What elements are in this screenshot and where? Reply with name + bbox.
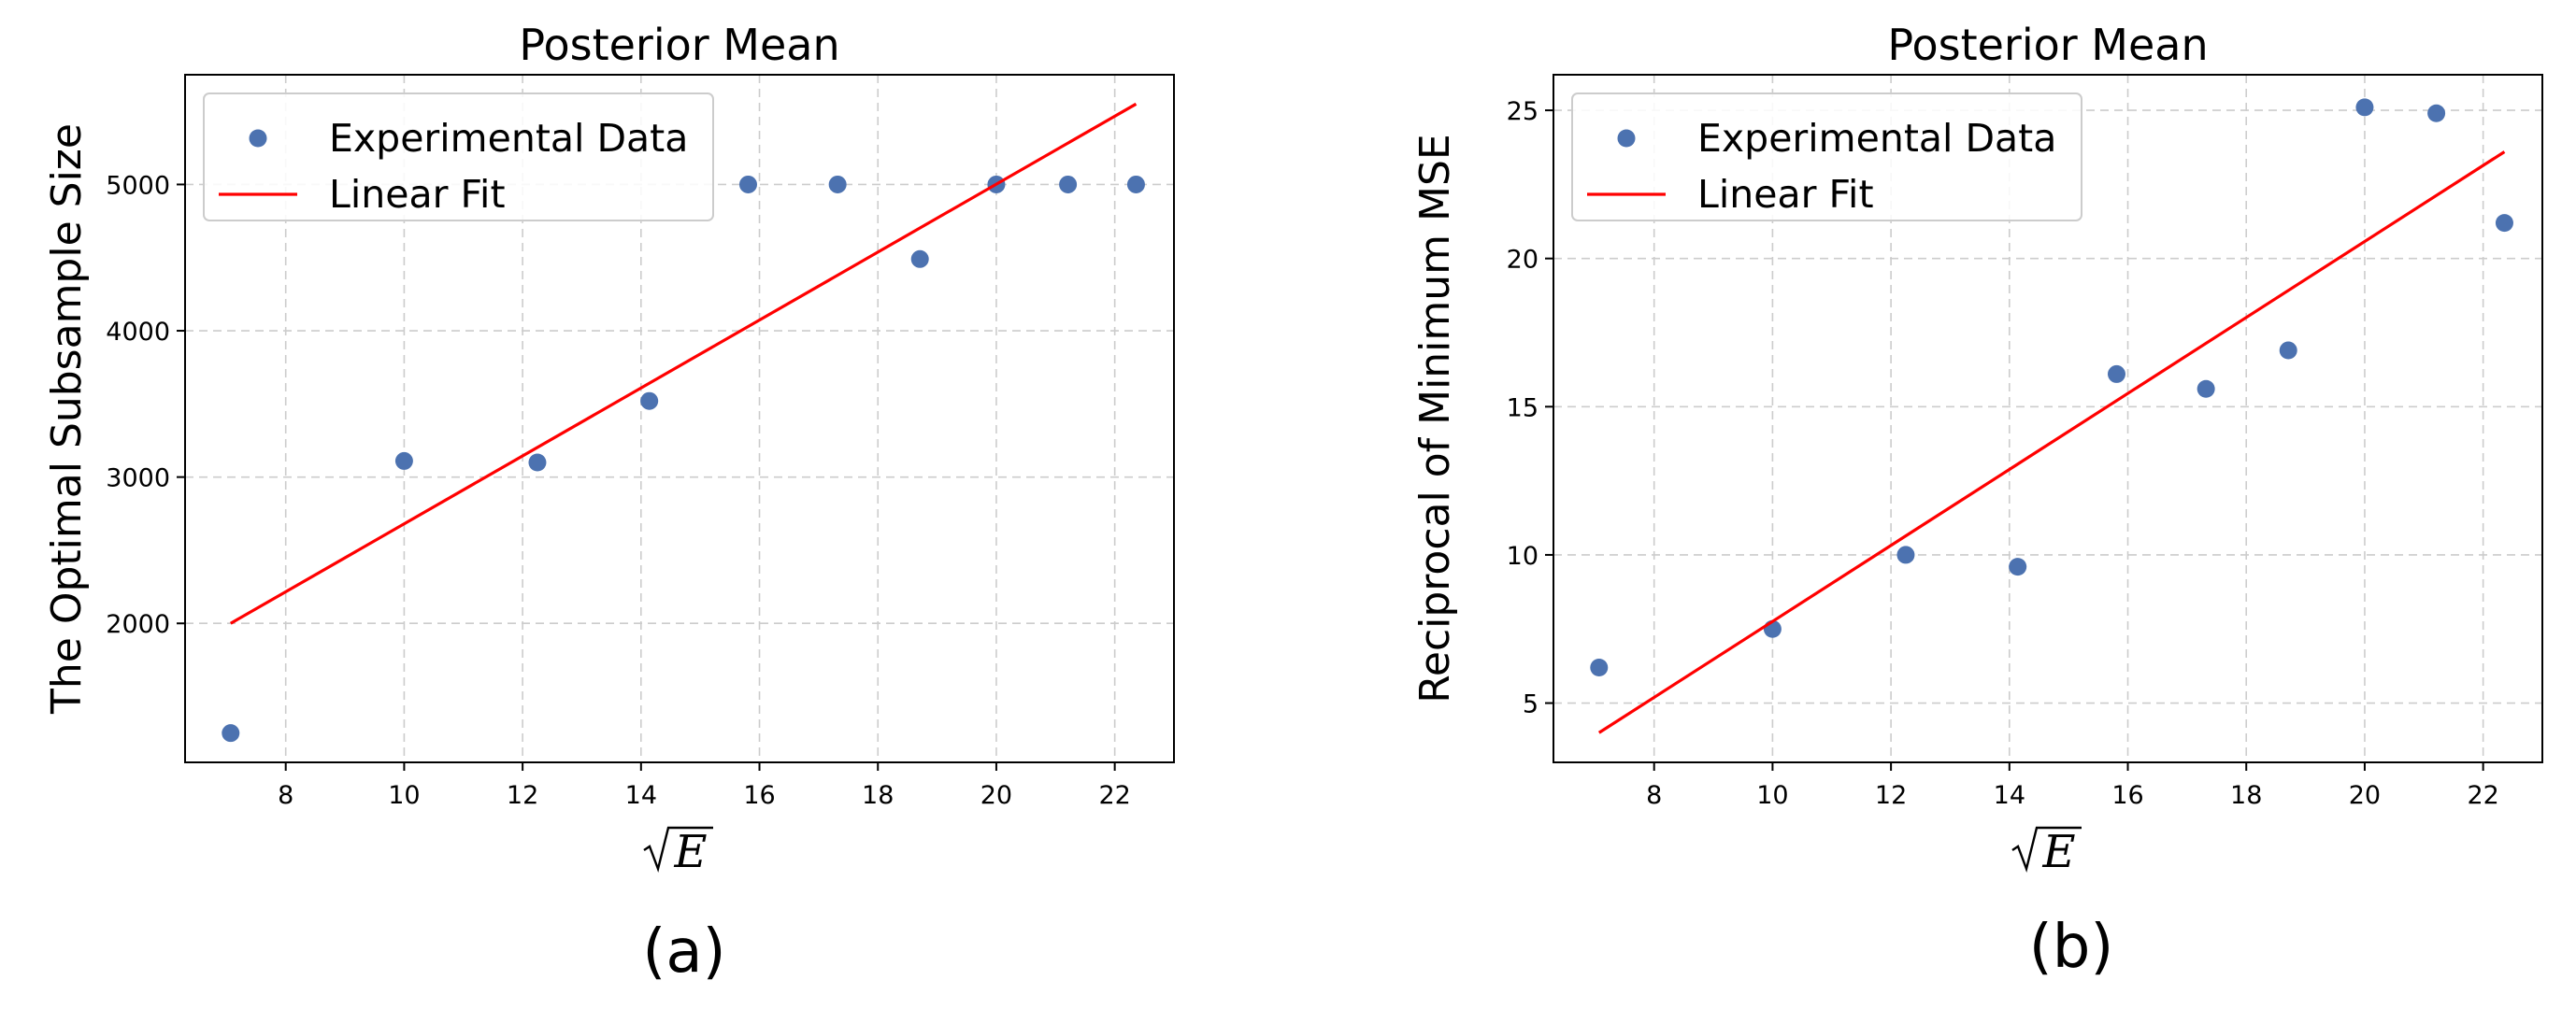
data-point: [1590, 658, 1609, 676]
panel-label: (a): [642, 917, 725, 987]
data-point: [528, 453, 547, 472]
x-tick-label: 20: [2349, 781, 2381, 810]
x-tick-label: 8: [278, 781, 293, 810]
y-tick-label: 15: [1507, 393, 1538, 422]
y-tick-label: 20: [1507, 246, 1538, 275]
x-axis-label: E√E: [2011, 826, 2082, 878]
legend: Experimental Data Linear Fit: [203, 92, 714, 221]
y-tick-label: 5: [1523, 690, 1538, 719]
x-tick-label: 16: [2111, 781, 2143, 810]
y-tick-label: 5000: [106, 171, 170, 200]
data-point: [2197, 379, 2215, 398]
data-point: [828, 175, 847, 193]
legend-label: Linear Fit: [329, 172, 506, 217]
legend-label: Linear Fit: [1697, 172, 1874, 217]
linear-fit-line: [229, 102, 1138, 625]
data-point: [1126, 175, 1145, 193]
x-tick-label: 10: [388, 781, 420, 810]
data-point: [1896, 546, 1915, 564]
data-point: [2355, 98, 2374, 117]
panel-label: (b): [2029, 913, 2114, 982]
data-point: [910, 249, 929, 268]
x-tick-label: 16: [743, 781, 775, 810]
chart-b: 8 10 12 14 16 18 20 22 5 10 15 20 25 Experimental Dat…: [1411, 20, 2543, 982]
data-point: [640, 391, 659, 410]
x-tick-label: 14: [625, 781, 657, 810]
x-tick-label: 20: [980, 781, 1012, 810]
legend-marker-swatch: [1617, 129, 1636, 148]
y-tick-label: 10: [1507, 542, 1538, 571]
legend-marker-swatch: [249, 129, 267, 148]
plot-frame: [1553, 74, 2543, 763]
y-tick-label: 2000: [106, 610, 170, 639]
x-axis-variable: E: [673, 826, 707, 878]
plot-frame: [184, 74, 1175, 763]
legend-label: Experimental Data: [1697, 116, 2056, 161]
x-tick-label: 10: [1756, 781, 1788, 810]
chart-title: Posterior Mean: [519, 20, 839, 70]
x-tick-label: 8: [1646, 781, 1662, 810]
chart-title: Posterior Mean: [1887, 20, 2208, 70]
data-point: [2009, 558, 2027, 576]
legend-box: [1571, 92, 2082, 221]
x-tick-label: 18: [2230, 781, 2262, 810]
data-point: [1059, 175, 1078, 193]
data-point: [2495, 214, 2513, 233]
y-tick-label: 25: [1507, 97, 1538, 126]
x-tick-label: 12: [1875, 781, 1907, 810]
legend-label: Experimental Data: [329, 116, 688, 161]
x-axis-variable: E: [2041, 826, 2075, 878]
legend: Experimental Data Linear Fit: [1571, 92, 2082, 221]
x-tick-label: 18: [862, 781, 894, 810]
x-tick-label: 14: [1994, 781, 2025, 810]
data-point: [2427, 104, 2446, 122]
radical-sign: [2011, 826, 2082, 874]
chart-a: 8 10 12 14 16 18 20 22 2000 3000 4000 5000 Experimen…: [43, 20, 1175, 987]
legend-box: [203, 92, 714, 221]
linear-fit-line: [1597, 150, 2506, 734]
y-axis-label: Reciprocal of Minimum MSE: [1411, 134, 1459, 703]
data-point: [222, 724, 240, 743]
radical-sign: [643, 826, 713, 874]
x-tick-label: 22: [1098, 781, 1130, 810]
y-tick-label: 3000: [106, 464, 170, 493]
data-point: [2279, 341, 2297, 360]
data-point: [2107, 364, 2125, 383]
data-point: [738, 175, 757, 193]
y-axis-label: The Optimal Subsample Size: [43, 123, 91, 715]
x-axis-label: E√E: [643, 826, 713, 878]
data-point: [394, 451, 413, 470]
y-tick-label: 4000: [106, 318, 170, 347]
x-tick-label: 12: [507, 781, 538, 810]
x-tick-label: 22: [2467, 781, 2498, 810]
